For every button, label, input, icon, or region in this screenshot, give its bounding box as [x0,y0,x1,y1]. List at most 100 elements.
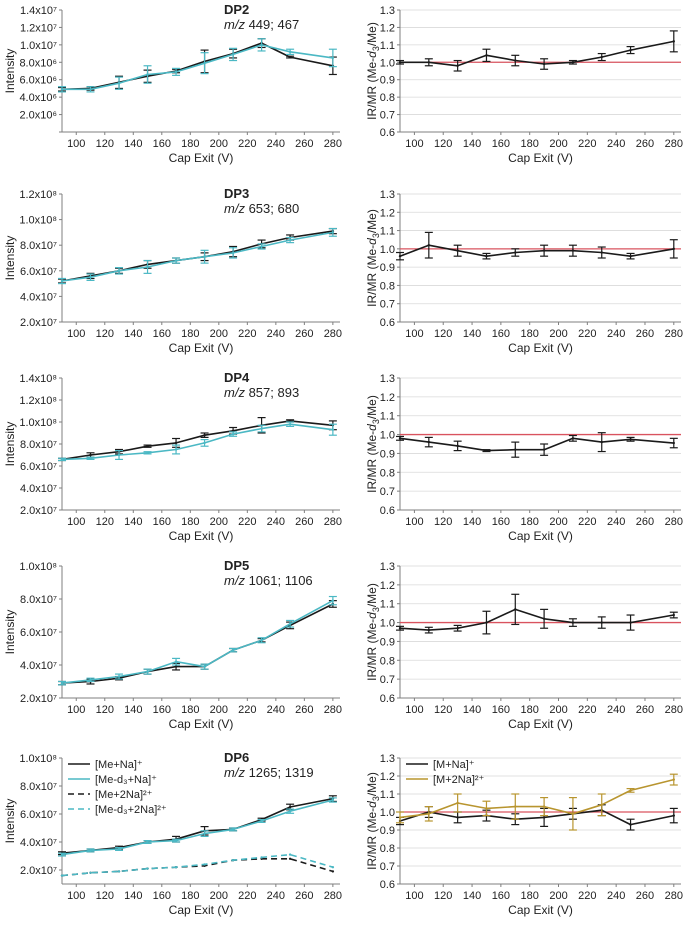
data-point [174,660,178,663]
dp2-ratio-chart: 0.6 0.7 0.8 0.9 1.0 1.1 1.2 1.3 100 120 140 160 180 2… [365,5,683,165]
x-tick-label: 180 [181,704,199,716]
x-tick-label: 220 [238,328,256,340]
dp6-ratio-chart: 0.6 0.7 0.8 0.9 1.0 1.1 1.2 1.3 100 120 140 160 180 2… [365,753,683,917]
data-point [174,70,178,74]
x-tick-label: 200 [210,516,228,528]
y-axis-label: Intensity [3,610,17,655]
data-point [672,247,675,251]
data-point [89,457,92,460]
y-tick-label: 0.6 [380,879,395,891]
data-point [60,874,64,877]
x-tick-label: 160 [153,704,171,716]
x-tick-label: 200 [210,328,228,340]
x-tick-label: 160 [492,890,510,902]
data-point [331,866,335,869]
series-2 [58,797,337,857]
y-tick-label: 1.0x10⁸ [19,215,57,227]
x-tick-label: 260 [295,516,313,528]
y-tick-label: 2.0x10⁷ [20,505,57,517]
y-label-part: /Me) [365,772,379,796]
data-point [231,648,235,652]
data-point [600,55,603,59]
x-tick-label: 120 [434,704,452,716]
y-tick-label: 0.7 [380,861,395,873]
x-tick-label: 260 [295,890,313,902]
data-point [542,448,546,451]
y-tick-label: 1.2 [380,22,395,34]
data-point [514,448,517,451]
x-tick-label: 280 [324,704,342,716]
x-tick-label: 120 [434,328,452,340]
y-axis-label: Intensity [3,799,17,844]
y-tick-label: 0.8 [380,92,395,104]
panel-title: DP3 [224,186,249,201]
x-tick-label: 160 [153,516,171,528]
y-tick-label: 6.0x10⁷ [20,266,57,278]
y-tick-label: 8.0x10⁷ [20,439,57,451]
x-tick-label: 240 [267,516,285,528]
data-point [260,856,263,859]
x-tick-label: 280 [324,890,342,902]
data-point [288,238,292,242]
data-point [629,438,632,441]
x-tick-label: 160 [153,890,171,902]
data-point [117,269,121,272]
x-tick-label: 220 [238,704,256,716]
y-tick-label: 0.7 [380,486,395,498]
data-point [514,608,517,611]
data-point [571,249,575,252]
y-tick-label: 1.2x10⁷ [20,22,57,34]
series-line [400,40,674,67]
mz-prefix: m/z [224,385,245,400]
x-tick-label: 240 [607,890,625,902]
x-tick-label: 220 [578,704,596,716]
y-tick-label: 1.2 [380,771,395,783]
y-tick-label: 0.9 [380,636,395,648]
data-point [174,665,178,668]
data-point [672,613,675,617]
series-1 [396,30,678,72]
y-label-part: d [365,51,379,58]
x-tick-label: 260 [636,138,654,150]
data-point [146,670,149,673]
y-tick-label: 1.0x10⁷ [20,40,57,52]
panel-subtitle: m/z 653; 680 [224,201,299,216]
x-tick-label: 280 [665,138,683,150]
x-tick-label: 200 [549,516,567,528]
x-tick-label: 280 [665,516,683,528]
y-label-part: 3 [371,233,381,238]
y-tick-label: 2.0x10⁷ [20,317,57,329]
x-tick-label: 220 [578,138,596,150]
data-point [146,265,149,269]
series-line [399,244,674,258]
data-point [427,440,431,444]
x-tick-label: 160 [492,704,510,716]
legend-label: [M+Na]⁺ [433,759,475,771]
series-line [399,809,674,826]
x-tick-label: 260 [636,328,654,340]
x-tick-label: 100 [67,890,85,902]
y-tick-label: 1.4x10⁸ [19,373,57,385]
legend-label: [Me+2Na]²⁺ [95,789,153,801]
data-point [542,816,546,819]
data-point [60,458,64,461]
x-tick-label: 140 [124,704,142,716]
series-line [61,857,334,877]
data-point [60,88,64,91]
data-point [260,245,263,248]
x-tick-label: 120 [96,328,114,340]
data-point [542,617,546,620]
x-tick-label: 180 [181,516,199,528]
y-label-part: IR/MR (Me- [365,245,379,307]
x-axis-label: Cap Exit (V) [169,341,234,355]
data-point [571,812,575,815]
y-tick-label: 4.0x10⁶ [19,92,57,104]
x-tick-label: 260 [295,328,313,340]
y-tick-label: 0.6 [380,693,395,705]
y-label-part: 3 [371,46,381,51]
y-axis-label: Intensity [3,49,17,94]
x-tick-label: 220 [578,890,596,902]
panel-title: DP2 [224,2,249,17]
panel-subtitle: m/z 857; 893 [224,385,299,400]
series-1 [58,600,337,686]
